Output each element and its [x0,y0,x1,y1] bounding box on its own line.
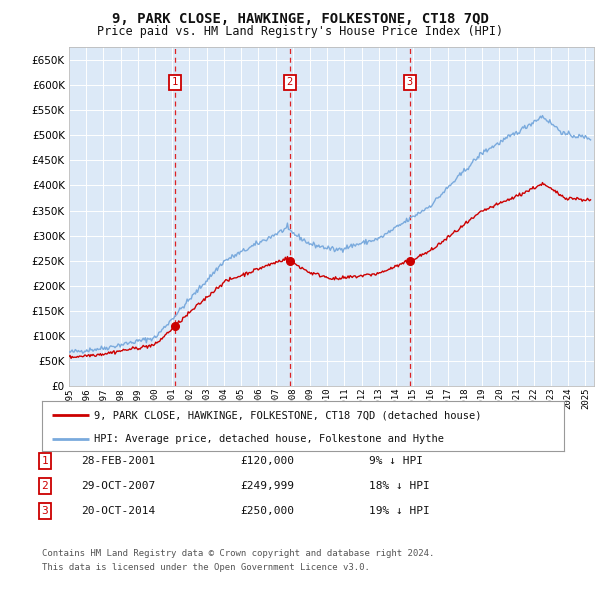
Text: 3: 3 [41,506,49,516]
Text: HPI: Average price, detached house, Folkestone and Hythe: HPI: Average price, detached house, Folk… [94,434,444,444]
Text: Contains HM Land Registry data © Crown copyright and database right 2024.: Contains HM Land Registry data © Crown c… [42,549,434,558]
Text: 9, PARK CLOSE, HAWKINGE, FOLKESTONE, CT18 7QD: 9, PARK CLOSE, HAWKINGE, FOLKESTONE, CT1… [112,12,488,26]
Text: £250,000: £250,000 [240,506,294,516]
Text: 20-OCT-2014: 20-OCT-2014 [81,506,155,516]
Text: Price paid vs. HM Land Registry's House Price Index (HPI): Price paid vs. HM Land Registry's House … [97,25,503,38]
Text: This data is licensed under the Open Government Licence v3.0.: This data is licensed under the Open Gov… [42,563,370,572]
Text: £120,000: £120,000 [240,457,294,466]
Text: 18% ↓ HPI: 18% ↓ HPI [369,481,430,491]
Text: 1: 1 [172,77,178,87]
Text: 29-OCT-2007: 29-OCT-2007 [81,481,155,491]
Text: £249,999: £249,999 [240,481,294,491]
Text: 28-FEB-2001: 28-FEB-2001 [81,457,155,466]
Text: 9% ↓ HPI: 9% ↓ HPI [369,457,423,466]
Text: 9, PARK CLOSE, HAWKINGE, FOLKESTONE, CT18 7QD (detached house): 9, PARK CLOSE, HAWKINGE, FOLKESTONE, CT1… [94,410,482,420]
Text: 2: 2 [287,77,293,87]
Text: 19% ↓ HPI: 19% ↓ HPI [369,506,430,516]
Text: 1: 1 [41,457,49,466]
Text: 3: 3 [407,77,413,87]
Text: 2: 2 [41,481,49,491]
